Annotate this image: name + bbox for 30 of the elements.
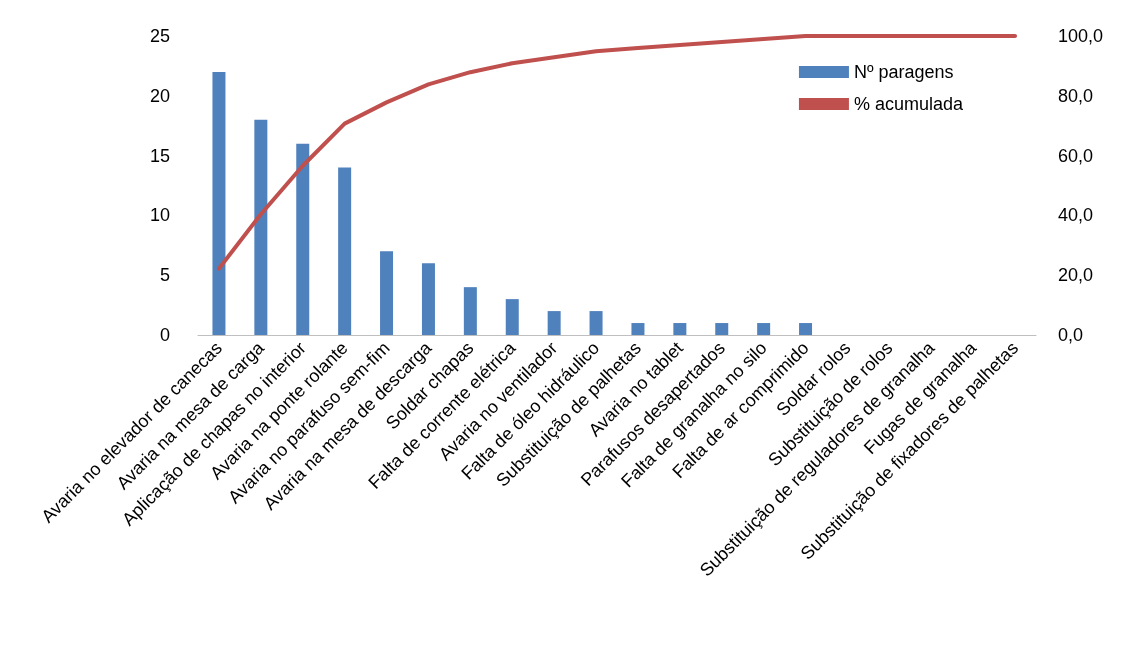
y-tick-label: 0 <box>159 325 170 345</box>
bar <box>757 323 771 335</box>
bar <box>631 323 645 335</box>
y-tick-label: 10 <box>149 205 170 226</box>
y-tick-label: 15 <box>149 145 170 166</box>
bar <box>673 323 687 335</box>
bar <box>547 311 561 335</box>
y2-tick-label: 80,0 <box>1058 85 1094 106</box>
bar <box>799 323 813 335</box>
legend-label: % acumulada <box>853 94 964 114</box>
line-series <box>216 34 1018 271</box>
y2-tick-label: 20,0 <box>1058 265 1094 286</box>
bar <box>463 287 477 335</box>
bar <box>715 323 729 335</box>
y-tick-label: 20 <box>149 85 170 106</box>
legend-label: Nº paragens <box>853 62 954 82</box>
bar <box>338 167 352 335</box>
bar <box>254 119 268 335</box>
y2-tick-label: 0,0 <box>1058 325 1084 345</box>
bar <box>589 311 603 335</box>
bar <box>505 299 519 335</box>
bar <box>421 263 435 335</box>
y2-tick-label: 100,0 <box>1058 26 1104 46</box>
y-tick-label: 25 <box>149 26 170 46</box>
bar <box>212 71 226 335</box>
bar <box>380 251 394 335</box>
y2-tick-label: 60,0 <box>1058 145 1094 166</box>
y-tick-label: 5 <box>159 265 170 286</box>
y2-tick-label: 40,0 <box>1058 205 1094 226</box>
bar <box>296 143 310 335</box>
